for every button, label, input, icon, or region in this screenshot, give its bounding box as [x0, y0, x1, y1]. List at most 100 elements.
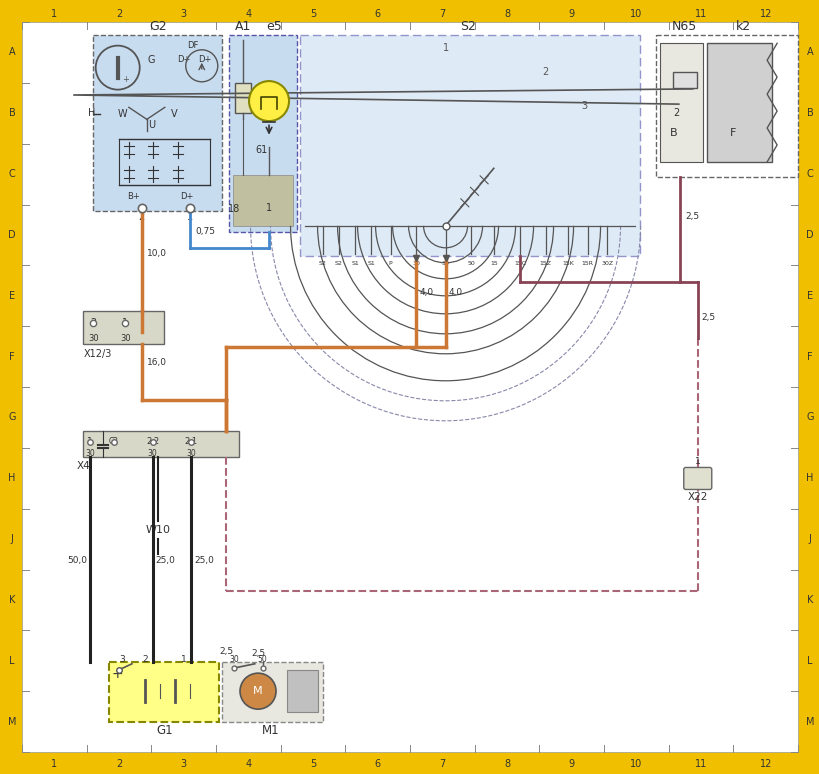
- Text: H: H: [8, 473, 16, 483]
- Bar: [655, 36, 797, 177]
- Text: M: M: [253, 687, 263, 696]
- Text: 2,5: 2,5: [685, 212, 699, 221]
- Text: S2: S2: [459, 20, 476, 33]
- Text: 12: 12: [758, 9, 771, 19]
- Text: 25,0: 25,0: [194, 556, 214, 565]
- Text: 9: 9: [568, 759, 574, 769]
- Text: L: L: [9, 656, 15, 666]
- Text: G2: G2: [149, 20, 166, 33]
- Text: 2,5: 2,5: [251, 649, 265, 658]
- Text: D+: D+: [180, 192, 193, 201]
- Text: 10: 10: [630, 759, 641, 769]
- Text: B: B: [806, 108, 812, 118]
- Text: 6: 6: [374, 9, 380, 19]
- Text: 30: 30: [187, 450, 196, 458]
- Text: G: G: [805, 413, 812, 423]
- Text: 8: 8: [504, 759, 509, 769]
- Text: 61: 61: [255, 145, 267, 155]
- Bar: [287, 670, 318, 712]
- Text: U: U: [147, 121, 155, 130]
- Text: S2: S2: [319, 261, 326, 265]
- Text: P: P: [388, 261, 392, 265]
- Text: 1: 1: [180, 655, 186, 664]
- Text: 12: 12: [758, 759, 771, 769]
- Text: J: J: [808, 534, 811, 544]
- Text: 18: 18: [228, 204, 240, 214]
- Text: B+: B+: [127, 192, 139, 201]
- Text: S1: S1: [367, 261, 374, 265]
- Text: k2: k2: [735, 20, 749, 33]
- Text: E: E: [9, 291, 15, 301]
- Circle shape: [240, 673, 276, 709]
- Text: C: C: [9, 169, 16, 179]
- Text: 9: 9: [568, 9, 574, 19]
- Text: G: G: [8, 413, 16, 423]
- Bar: [84, 431, 238, 457]
- Bar: [672, 72, 696, 87]
- Text: W: W: [117, 109, 127, 119]
- Text: 4,0: 4,0: [419, 288, 433, 297]
- Text: 7: 7: [439, 759, 445, 769]
- Text: G1: G1: [156, 724, 172, 737]
- Text: 30: 30: [441, 261, 449, 265]
- Text: W10: W10: [145, 525, 170, 535]
- Text: 25,0: 25,0: [156, 556, 175, 565]
- Text: E: E: [806, 291, 812, 301]
- FancyBboxPatch shape: [683, 467, 711, 489]
- Text: 16,0: 16,0: [147, 358, 166, 367]
- Text: D: D: [8, 230, 16, 240]
- Text: K: K: [806, 595, 812, 605]
- Text: M1: M1: [262, 724, 279, 737]
- Bar: [93, 36, 222, 211]
- Text: 2.1: 2.1: [184, 437, 197, 447]
- Text: 1: 1: [52, 9, 57, 19]
- Bar: [222, 662, 323, 721]
- Text: 50: 50: [467, 261, 475, 265]
- Text: M: M: [7, 717, 16, 727]
- Text: 2: 2: [542, 67, 548, 77]
- Bar: [84, 311, 164, 344]
- Text: H: H: [805, 473, 812, 483]
- Text: H: H: [88, 108, 95, 118]
- Bar: [235, 83, 251, 113]
- Text: DF: DF: [187, 40, 198, 50]
- Text: 30: 30: [120, 334, 130, 343]
- Text: B: B: [669, 128, 676, 138]
- Text: 3: 3: [180, 9, 187, 19]
- Text: 2: 2: [138, 211, 145, 221]
- Text: 6: 6: [374, 759, 380, 769]
- Text: D: D: [805, 230, 812, 240]
- Text: X12/3: X12/3: [84, 348, 111, 358]
- Text: 2.2: 2.2: [146, 437, 159, 447]
- Text: F: F: [9, 351, 15, 361]
- Bar: [707, 43, 771, 162]
- Text: 7: 7: [439, 9, 445, 19]
- Text: 2: 2: [115, 759, 122, 769]
- Text: 30: 30: [88, 334, 98, 343]
- Text: C2: C2: [109, 437, 119, 447]
- Text: 11: 11: [694, 759, 706, 769]
- Text: e5: e5: [266, 20, 282, 33]
- Text: B: B: [9, 108, 16, 118]
- Text: L: L: [806, 656, 812, 666]
- Text: F: F: [806, 351, 812, 361]
- Text: S1: S1: [351, 261, 359, 265]
- Text: V: V: [170, 109, 177, 119]
- Bar: [109, 662, 219, 721]
- Text: 50,0: 50,0: [67, 556, 87, 565]
- Text: 10,0: 10,0: [147, 248, 166, 258]
- Text: 15C: 15C: [514, 261, 525, 265]
- Text: 2: 2: [115, 9, 122, 19]
- Bar: [300, 36, 639, 256]
- Text: D+: D+: [177, 55, 190, 64]
- Text: 5: 5: [310, 759, 316, 769]
- Text: G: G: [147, 55, 155, 65]
- Text: 0,75: 0,75: [195, 228, 215, 236]
- Text: M: M: [805, 717, 813, 727]
- Bar: [233, 175, 292, 226]
- Text: 4: 4: [245, 759, 251, 769]
- Text: K: K: [9, 595, 16, 605]
- Text: 1: 1: [442, 43, 448, 53]
- Text: N65: N65: [672, 20, 697, 33]
- Bar: [659, 43, 703, 162]
